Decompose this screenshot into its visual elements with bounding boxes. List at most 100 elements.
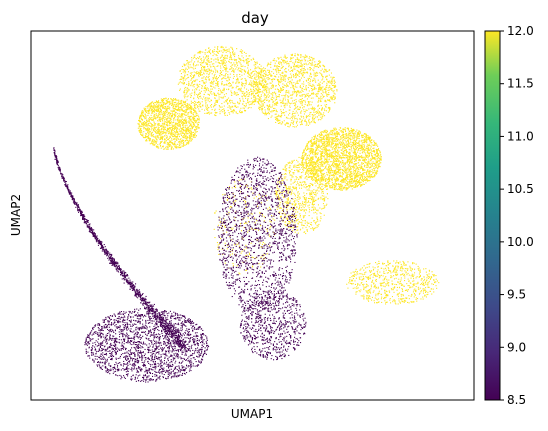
scatter-point (333, 79, 335, 81)
scatter-point (219, 63, 221, 65)
scatter-point (313, 121, 315, 123)
scatter-point (328, 82, 330, 84)
scatter-point (336, 134, 338, 136)
scatter-point (312, 89, 314, 91)
scatter-point (171, 139, 173, 141)
scatter-point (292, 100, 294, 102)
scatter-point (171, 116, 173, 118)
scatter-point (278, 79, 280, 81)
scatter-point (340, 161, 342, 163)
scatter-point (226, 80, 228, 82)
scatter-point (145, 139, 147, 141)
scatter-point (295, 90, 297, 92)
scatter-point (183, 119, 185, 121)
scatter-point (266, 104, 268, 106)
scatter-point (250, 101, 252, 103)
scatter-point (193, 117, 195, 119)
scatter-point (291, 120, 293, 122)
scatter-point (223, 87, 225, 89)
scatter-point (203, 81, 205, 83)
scatter-point (367, 180, 369, 182)
scatter-point (177, 109, 179, 111)
scatter-point (253, 98, 255, 100)
scatter-point (293, 68, 295, 70)
scatter-point (211, 82, 213, 84)
scatter-point (178, 141, 180, 143)
scatter-point (167, 131, 169, 133)
scatter-point (151, 124, 153, 126)
scatter-point (333, 187, 335, 189)
scatter-point (366, 173, 368, 175)
scatter-point (198, 58, 200, 60)
scatter-point (307, 79, 309, 81)
scatter-point (357, 131, 359, 133)
scatter-point (246, 59, 248, 61)
scatter-point (179, 102, 181, 104)
scatter-point (187, 107, 189, 109)
scatter-point (256, 83, 258, 85)
scatter-point (300, 121, 302, 123)
scatter-point (190, 61, 192, 63)
scatter-point (346, 187, 348, 189)
scatter-point (172, 108, 174, 110)
scatter-point (148, 120, 150, 122)
scatter-point (250, 94, 252, 96)
scatter-point (184, 92, 186, 94)
scatter-point (205, 81, 207, 83)
scatter-point (213, 93, 215, 95)
scatter-point (228, 78, 230, 80)
scatter-point (188, 120, 190, 122)
scatter-point (290, 75, 292, 77)
scatter-point (327, 81, 329, 83)
scatter-point (333, 90, 335, 92)
scatter-point (244, 95, 246, 97)
scatter-point (295, 65, 297, 67)
scatter-point (199, 81, 201, 83)
scatter-point (361, 155, 363, 157)
scatter-point (192, 64, 194, 66)
scatter-point (176, 106, 178, 108)
scatter-point (207, 112, 209, 114)
scatter-point (165, 119, 167, 121)
scatter-point (179, 119, 181, 121)
scatter-point (373, 167, 375, 169)
scatter-point (252, 81, 254, 83)
scatter-point (203, 76, 205, 78)
scatter-point (347, 156, 349, 158)
scatter-point (154, 105, 156, 107)
scatter-point (354, 174, 356, 176)
scatter-point (188, 84, 190, 86)
scatter-point (255, 74, 257, 76)
scatter-point (212, 77, 214, 79)
scatter-point (250, 89, 252, 91)
scatter-point (281, 67, 283, 69)
scatter-point (366, 164, 368, 166)
scatter-point (141, 123, 143, 125)
scatter-point (320, 105, 322, 107)
scatter-point (191, 92, 193, 94)
scatter-point (247, 67, 249, 69)
scatter-point (211, 112, 213, 114)
scatter-point (353, 157, 355, 159)
scatter-point (174, 147, 176, 149)
scatter-point (207, 60, 209, 62)
scatter-point (245, 110, 247, 112)
scatter-point (306, 155, 308, 157)
scatter-point (159, 134, 161, 136)
scatter-point (230, 46, 232, 48)
scatter-point (195, 107, 197, 109)
scatter-point (141, 111, 143, 113)
scatter-point (280, 105, 282, 107)
scatter-point (328, 179, 330, 181)
scatter-point (310, 170, 312, 172)
scatter-point (224, 96, 226, 98)
scatter-point (245, 83, 247, 85)
scatter-point (378, 160, 380, 162)
scatter-point (193, 109, 195, 111)
scatter-point (178, 136, 180, 138)
scatter-point (161, 137, 163, 139)
scatter-point (157, 137, 159, 139)
scatter-point (181, 121, 183, 123)
scatter-point (183, 95, 185, 97)
scatter-point (343, 180, 345, 182)
